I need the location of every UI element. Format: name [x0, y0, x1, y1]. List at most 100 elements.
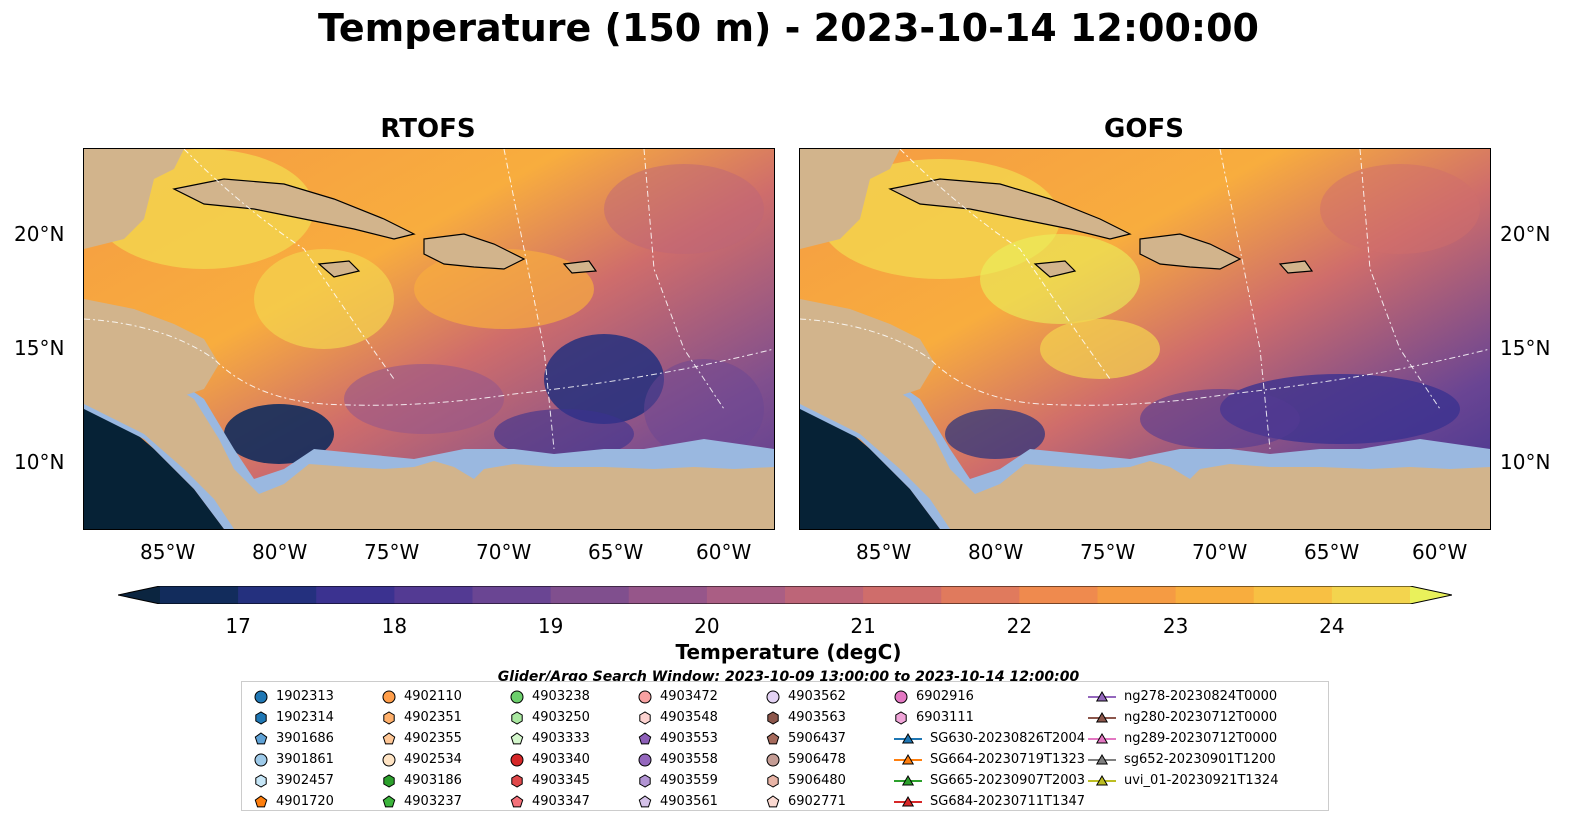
- hexagon-marker-icon: [511, 773, 523, 788]
- legend-entry: 4903563: [766, 707, 846, 728]
- legend-entry: 6902916: [894, 686, 974, 707]
- legend-label: 1902313: [276, 689, 334, 704]
- circle-marker-icon: [894, 690, 908, 703]
- pentagon-marker-icon: [638, 794, 652, 807]
- hexagon-marker-icon: [895, 710, 907, 725]
- colorbar-segment: [160, 586, 239, 604]
- lon-tick-label: 80°W: [252, 540, 308, 564]
- hexagon-marker-icon: [255, 773, 267, 788]
- lon-tick-label: 70°W: [1192, 540, 1248, 564]
- hexagon-marker-icon: [767, 710, 779, 725]
- lat-tick-label: 10°N: [1500, 450, 1551, 474]
- hexagon-marker-icon: [767, 773, 779, 788]
- circle-marker-icon: [382, 753, 396, 766]
- hispaniola-land: [1139, 233, 1242, 270]
- colorbar-segment: [1097, 586, 1177, 604]
- rtofs-map: [83, 148, 775, 530]
- legend-label: 4903345: [532, 773, 590, 788]
- hexagon-marker-icon: [255, 710, 267, 725]
- legend-label: 4903333: [532, 731, 590, 746]
- hexagon-marker-icon: [639, 773, 651, 788]
- hexagon-marker-icon: [639, 710, 651, 725]
- hexagon-marker-icon: [383, 773, 395, 788]
- legend-label: 4903563: [788, 710, 846, 725]
- lon-tick-label: 65°W: [588, 540, 644, 564]
- legend-entry: SG630-20230826T2004: [894, 728, 1085, 749]
- colorbar-segment: [1331, 586, 1411, 604]
- legend-label: 6903111: [916, 710, 974, 725]
- legend-entry: sg652-20230901T1200: [1088, 749, 1276, 770]
- puerto-rico-land: [1278, 260, 1314, 274]
- lon-tick-label: 65°W: [1304, 540, 1360, 564]
- triangle-marker-icon: [894, 732, 922, 743]
- legend-label: 4901720: [276, 794, 334, 809]
- circle-marker-icon: [254, 690, 268, 703]
- legend-label: 5906437: [788, 731, 846, 746]
- colorbar-tick-label: 22: [1006, 614, 1033, 638]
- triangle-marker-icon: [1088, 711, 1116, 722]
- legend-label: 4903559: [660, 773, 718, 788]
- legend-entry: ng280-20230712T0000: [1088, 707, 1277, 728]
- legend-entry: 4903558: [638, 749, 718, 770]
- legend-entry: 5906478: [766, 749, 846, 770]
- legend-label: 4903553: [660, 731, 718, 746]
- figure-title: Temperature (150 m) - 2023-10-14 12:00:0…: [317, 6, 1259, 50]
- south-america-land: [800, 359, 1490, 529]
- legend-label: 5906478: [788, 752, 846, 767]
- lon-tick-label: 85°W: [140, 540, 196, 564]
- legend-label: 4903238: [532, 689, 590, 704]
- colorbar-segment: [1253, 586, 1333, 604]
- legend-entry: 4903345: [510, 770, 590, 791]
- legend-entry: 4902351: [382, 707, 462, 728]
- legend-entry: 1902313: [254, 686, 334, 707]
- legend-entry: SG664-20230719T1323: [894, 749, 1085, 770]
- pentagon-marker-icon: [254, 794, 268, 807]
- colorbar-tick-label: 21: [850, 614, 876, 638]
- pentagon-marker-icon: [766, 794, 780, 807]
- legend-entry: uvi_01-20230921T1324: [1088, 770, 1278, 791]
- circle-marker-icon: [254, 753, 268, 766]
- legend-label: 4903472: [660, 689, 718, 704]
- triangle-marker-icon: [1088, 774, 1116, 785]
- legend-label: SG664-20230719T1323: [930, 752, 1086, 767]
- legend-entry: 4903559: [638, 770, 718, 791]
- lat-tick-label: 10°N: [14, 450, 65, 474]
- pentagon-marker-icon: [638, 731, 652, 744]
- circle-marker-icon: [510, 753, 524, 766]
- legend-label: SG630-20230826T2004: [930, 731, 1086, 746]
- legend-entry: 4903472: [638, 686, 718, 707]
- legend-entry: 4902110: [382, 686, 462, 707]
- lon-tick-label: 75°W: [1080, 540, 1136, 564]
- legend-label: uvi_01-20230921T1324: [1124, 773, 1279, 788]
- legend-entry: 5906437: [766, 728, 846, 749]
- legend-entry: 6902771: [766, 791, 846, 812]
- colorbar-under-arrow: [118, 586, 160, 604]
- legend-entry: 4903237: [382, 791, 462, 812]
- cuba-land: [888, 178, 1132, 240]
- colorbar-label: Temperature (degC): [675, 640, 902, 664]
- gofs-map-graphic: [800, 149, 1490, 529]
- colorbar-segment: [941, 586, 1020, 604]
- yucatan-land: [800, 149, 900, 249]
- hexagon-marker-icon: [383, 710, 395, 725]
- legend-entry: 4903553: [638, 728, 718, 749]
- legend-label: 4903186: [404, 773, 462, 788]
- triangle-marker-icon: [894, 753, 922, 764]
- colorbar-segment: [785, 586, 864, 604]
- circle-marker-icon: [382, 690, 396, 703]
- legend-entry: 4903562: [766, 686, 846, 707]
- legend-entry: ng278-20230824T0000: [1088, 686, 1277, 707]
- legend-entry: 5906480: [766, 770, 846, 791]
- legend-entry: 4903333: [510, 728, 590, 749]
- legend-entry: SG684-20230711T1347: [894, 791, 1085, 812]
- lon-tick-label: 60°W: [696, 540, 752, 564]
- central-america-land: [800, 299, 935, 399]
- legend-entry: 4903347: [510, 791, 590, 812]
- colorbar-segment: [1175, 586, 1255, 604]
- legend-entry: 4903340: [510, 749, 590, 770]
- triangle-marker-icon: [1088, 753, 1116, 764]
- colorbar-segment: [706, 586, 786, 604]
- legend-label: 4902110: [404, 689, 462, 704]
- triangle-marker-icon: [894, 795, 922, 806]
- colorbar-segment: [628, 586, 708, 604]
